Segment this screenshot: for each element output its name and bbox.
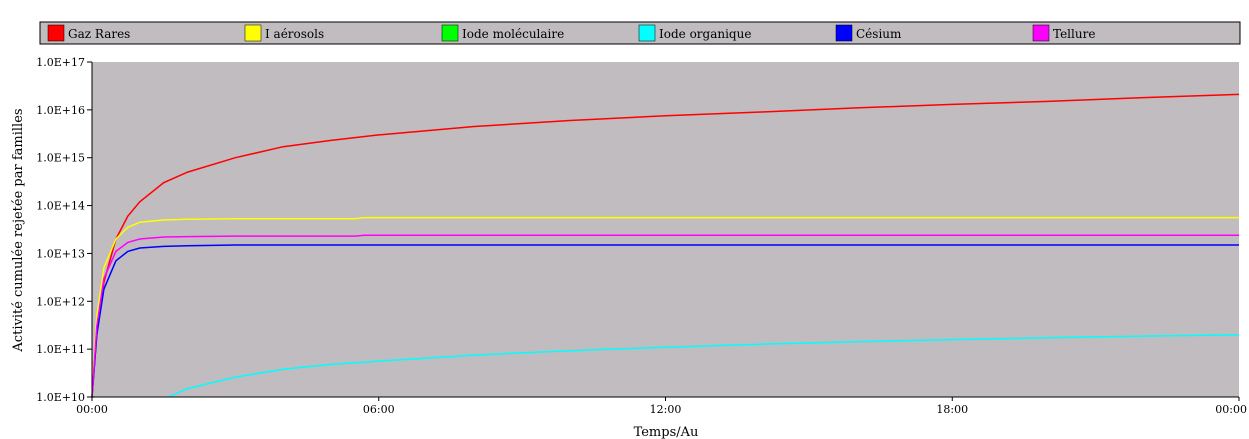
legend-swatch — [244, 24, 262, 42]
y-tick-label: 1.0E+11 — [36, 343, 85, 356]
y-ticks: 1.0E+10 1.0E+11 1.0E+12 1.0E+13 1.0E+14 1.0E+… — [36, 56, 92, 404]
x-axis-title: Temps/Au — [634, 425, 699, 439]
legend: Gaz Rares I aérosols Iode moléculaire Iode … — [47, 24, 1095, 42]
legend-label: Césium — [856, 27, 902, 41]
series-line-tellure — [91, 234, 1239, 398]
series-lines — [91, 93, 1240, 398]
y-tick-label: 1.0E+10 — [36, 391, 85, 404]
legend-swatch — [47, 24, 65, 42]
y-tick-label: 1.0E+14 — [36, 200, 85, 213]
x-tick-label: 00:00 — [1215, 403, 1247, 416]
series-line-i-a-rosols — [91, 216, 1239, 398]
y-axis-title: Activité cumulée rejetée par familles — [11, 108, 26, 352]
x-tick-label: 12:00 — [650, 403, 682, 416]
plot-area — [92, 62, 1239, 397]
x-ticks: 00:00 06:00 12:00 18:00 00:00 — [76, 397, 1247, 416]
series-line-iode-organique — [168, 333, 1240, 398]
y-tick-label: 1.0E+12 — [36, 295, 85, 308]
legend-swatch — [1032, 24, 1050, 42]
legend-label: I aérosols — [265, 27, 324, 41]
legend-swatch — [638, 24, 656, 42]
series-line-gaz-rares — [91, 93, 1240, 398]
x-tick-label: 06:00 — [363, 403, 395, 416]
y-tick-label: 1.0E+13 — [36, 247, 85, 260]
y-tick-label: 1.0E+17 — [36, 56, 85, 69]
y-tick-label: 1.0E+15 — [36, 152, 85, 165]
legend-label: Tellure — [1053, 27, 1095, 41]
series-line-c-sium — [91, 244, 1239, 398]
legend-label: Iode organique — [659, 27, 751, 41]
x-tick-label: 18:00 — [936, 403, 968, 416]
x-tick-label: 00:00 — [76, 403, 108, 416]
legend-label: Iode moléculaire — [462, 27, 564, 41]
legend-swatch — [441, 24, 459, 42]
y-tick-label: 1.0E+16 — [36, 104, 85, 117]
legend-label: Gaz Rares — [68, 27, 130, 41]
legend-swatch — [835, 24, 853, 42]
